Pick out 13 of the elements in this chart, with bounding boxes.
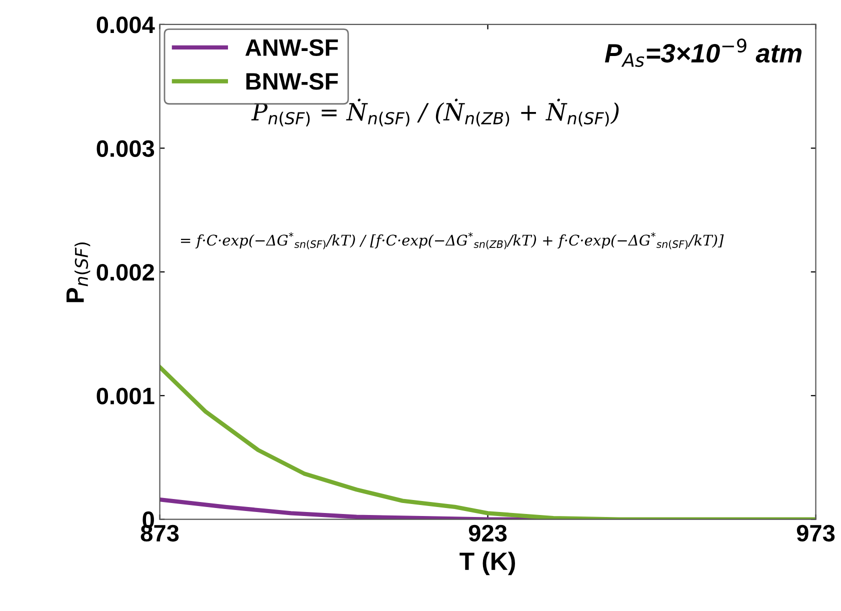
annotation: P$_{As}$=3×10$^{−9}$ atm (604, 38, 802, 67)
y-tick-label: 0.002 (96, 264, 154, 281)
x-tick-label: 973 (796, 524, 835, 542)
text: = f·C·exp(−ΔG$^{*}$$_{sn(SF)}$/kT) / [f·C·exp(−ΔG$^{*}$$_{sn(ZB)}$/kT) + f·C·exp(−ΔG$^{*}$$_{sn(SF)}$/kT)] (181, 232, 724, 250)
legend-label: ANW-SF (245, 39, 338, 56)
y-tick-label: 0.003 (96, 140, 154, 157)
x-axis-title: T (K) (460, 552, 515, 576)
text: P$_{n(SF)}$ = Ṅ$_{n(SF)}$ / (Ṅ$_{n(ZB)}$ + Ṅ$_{n(SF)}$) (251, 98, 619, 126)
y-axis-title: P$_{n(SF)}$ (66, 242, 90, 302)
y-tick-label: 0.004 (96, 16, 155, 34)
x-tick-label: 923 (468, 524, 507, 542)
legend-label: BNW-SF (246, 73, 338, 90)
y-tick-label: 0.001 (96, 388, 154, 404)
